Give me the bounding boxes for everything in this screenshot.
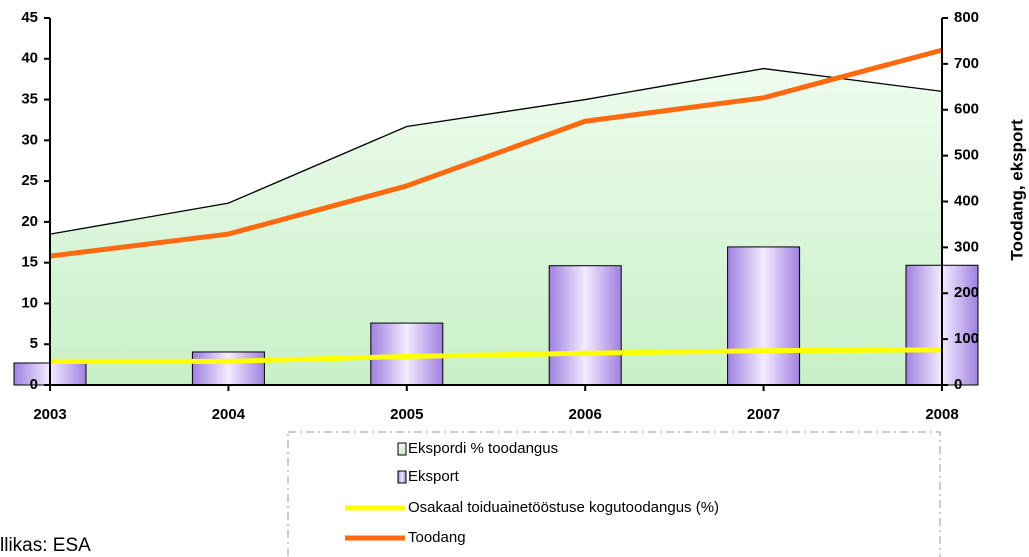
y2-axis-label: Toodang, eksport	[1007, 119, 1026, 261]
y2-tick-label: 700	[954, 55, 979, 72]
y2-tick-label: 100	[954, 330, 979, 347]
legend-swatch	[397, 470, 407, 484]
y-tick-label: 20	[21, 213, 38, 230]
y2-tick-label: 200	[954, 284, 979, 301]
area	[50, 68, 942, 385]
area-line	[49, 67, 943, 235]
y-tick-label: 45	[21, 9, 38, 26]
x-tick-label: 2006	[569, 406, 602, 423]
source: llikas: ESA	[0, 535, 91, 556]
y2-tick-label: 0	[954, 376, 962, 393]
y2-tick-label: 500	[954, 147, 979, 164]
legend-swatch	[397, 442, 407, 456]
y-tick-label: 35	[21, 91, 38, 108]
legend-box	[287, 431, 941, 557]
line	[50, 347, 943, 364]
x-tick-label: 2007	[747, 406, 780, 423]
y-tick-label: 25	[21, 172, 38, 189]
y2-tick-label: 300	[954, 238, 979, 255]
legend-label: Eksport	[408, 468, 460, 485]
line	[49, 47, 943, 259]
y2-tick-label: 600	[954, 101, 979, 118]
y2-tick-label: 800	[954, 9, 979, 26]
y-tick-label: 10	[21, 294, 38, 311]
bar	[548, 265, 622, 386]
y-tick-label: 0	[30, 376, 38, 393]
x-tick-label: 2008	[925, 406, 958, 423]
x-tick-label: 2003	[33, 406, 66, 423]
y2-tick-label: 400	[954, 192, 979, 209]
bar	[191, 351, 265, 386]
y-tick-label: 15	[21, 254, 38, 271]
bar	[727, 246, 801, 386]
legend-label: Osakaal toiduainetööstuse kogutoodangus …	[408, 499, 719, 516]
legend-label: Ekspordi % toodangus	[408, 440, 558, 457]
y-tick-label: 5	[30, 335, 38, 352]
y-tick-label: 40	[21, 50, 38, 67]
y-tick-label: 30	[21, 131, 38, 148]
x-tick-label: 2005	[390, 406, 423, 423]
legend-label: Toodang	[408, 529, 466, 546]
x-tick-label: 2004	[212, 406, 246, 423]
